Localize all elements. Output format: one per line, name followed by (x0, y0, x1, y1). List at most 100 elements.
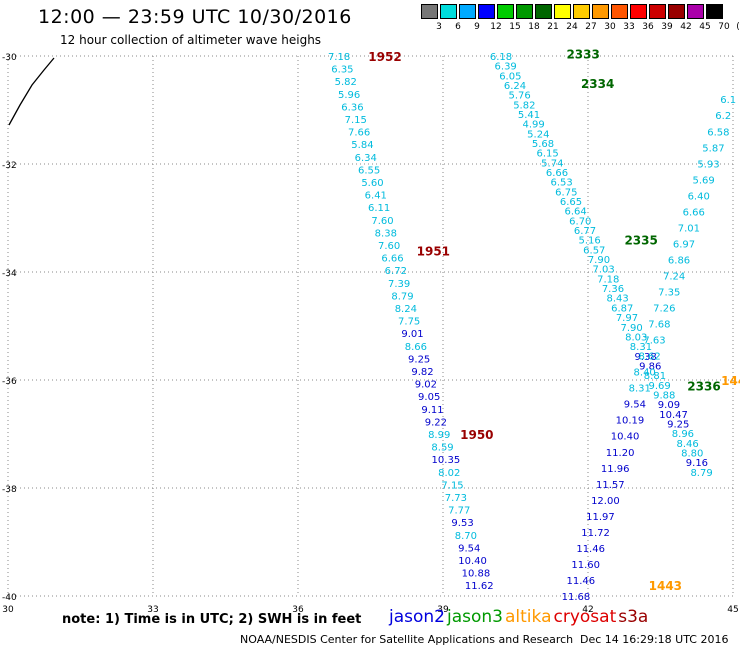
legend-swatch (459, 4, 476, 19)
wave-height-value: 7.75 (398, 317, 420, 328)
pass-labels: 195219511950233323342335233614431443 (368, 47, 740, 593)
wave-height-value: 8.62 (638, 352, 660, 363)
wave-height-value: 6.39 (495, 62, 517, 73)
wave-height-value: 7.97 (616, 313, 638, 324)
legend-swatch (649, 4, 666, 19)
wave-height-value: 11.97 (586, 512, 615, 523)
wave-height-value: 9.01 (401, 329, 423, 340)
legend-label: 24 (566, 22, 578, 32)
wave-height-value: 12.00 (591, 496, 620, 507)
wave-height-value: 9.54 (458, 543, 480, 554)
wave-height-value: 11.57 (596, 480, 625, 491)
y-tick-label: -30 (2, 53, 17, 63)
wave-height-value: 6.24 (504, 81, 526, 92)
wave-height-value: 6.34 (355, 153, 377, 164)
pass-number-label: 1443 (649, 579, 682, 593)
wave-height-value: 6.36 (341, 102, 363, 113)
wave-height-value: 6.58 (707, 127, 729, 138)
wave-height-value: 5.84 (351, 140, 373, 151)
wave-height-value: 8.03 (625, 332, 647, 343)
wave-height-value: 8.31 (630, 342, 652, 353)
legend-swatch (554, 4, 571, 19)
satellite-legend-item: jason3 (447, 607, 503, 627)
y-tick-label: -38 (2, 485, 17, 495)
satellite-legend-item: cryosat (553, 607, 617, 627)
legend-label: 27 (585, 22, 597, 32)
y-tick-label: -32 (2, 161, 17, 171)
wave-height-value: 11.60 (571, 560, 600, 571)
wave-height-value: 11.62 (465, 581, 494, 592)
legend-label: 6 (455, 22, 461, 32)
wave-height-value: 6.66 (381, 254, 403, 265)
wave-height-value: 5.24 (527, 129, 549, 140)
credit-line: NOAA/NESDIS Center for Satellite Applica… (240, 633, 574, 646)
wave-height-value: 7.26 (653, 304, 675, 315)
wave-height-value: 6.77 (574, 226, 596, 237)
wave-height-value: 6.72 (385, 266, 407, 277)
wave-height-value: 8.99 (428, 430, 450, 441)
wave-height-value: 10.40 (611, 432, 640, 443)
wave-height-value: 8.66 (405, 342, 427, 353)
wave-height-value: 8.43 (606, 294, 628, 305)
wave-height-value: 5.60 (361, 178, 383, 189)
wave-height-value: 5.93 (697, 159, 719, 170)
coastline-trace (8, 57, 55, 126)
wave-height-value: 7.35 (658, 288, 680, 299)
wave-height-value: 9.25 (667, 419, 689, 430)
wave-height-value: 5.41 (518, 110, 540, 121)
wave-height-value: 9.82 (411, 367, 433, 378)
legend-label: 18 (528, 22, 540, 32)
footnote: note: 1) Time is in UTC; 2) SWH is in fe… (62, 612, 362, 627)
grid (7, 55, 734, 597)
wave-height-value: 11.72 (581, 528, 610, 539)
wave-height-value: 6.64 (565, 207, 587, 218)
wave-height-value: 6.41 (365, 191, 387, 202)
x-tick-label: 39 (437, 605, 449, 615)
satellite-legend-item: s3a (618, 607, 649, 627)
wave-height-value: 8.31 (629, 384, 651, 395)
wave-height-value: 10.88 (462, 569, 491, 580)
wave-height-value: 7.15 (345, 115, 367, 126)
satellite-legend-item: jason2 (389, 607, 445, 627)
legend-label: 30 (604, 22, 616, 32)
wave-height-value: 6.40 (688, 191, 710, 202)
wave-height-value: 6.55 (358, 165, 380, 176)
legend-label: 12 (490, 22, 502, 32)
wave-height-value: 7.03 (592, 265, 614, 276)
wave-height-value: 7.60 (378, 241, 400, 252)
wave-height-value: 7.24 (663, 271, 685, 282)
y-tick-label: -34 (2, 269, 17, 279)
coastline-path (8, 57, 55, 126)
y-tick-label: -36 (2, 377, 17, 387)
wave-height-value: 9.02 (415, 380, 437, 391)
pass-number-label: 2333 (566, 47, 599, 61)
x-tick-label: 42 (582, 605, 593, 615)
wave-height-value: 6.18 (490, 52, 512, 63)
legend-swatch (573, 4, 590, 19)
legend-swatch (516, 4, 533, 19)
chart-subtitle: 12 hour collection of altimeter wave hei… (60, 33, 322, 47)
legend-swatch (687, 4, 704, 19)
wave-height-value: 7.36 (602, 284, 624, 295)
wave-height-value: 9.05 (418, 392, 440, 403)
wave-height-value: 9.22 (425, 417, 447, 428)
generation-timestamp: Dec 14 16:29:18 UTC 2016 (580, 633, 729, 646)
data-marks: 7.186.355.825.966.367.157.665.846.346.55… (328, 52, 736, 603)
wave-height-value: 6.66 (546, 168, 568, 179)
wave-height-value: 5.68 (532, 139, 554, 150)
wave-height-value: 11.46 (567, 576, 596, 587)
legend-label: 39 (661, 22, 673, 32)
wave-height-value: 9.25 (408, 354, 430, 365)
wave-height-value: 6.97 (673, 239, 695, 250)
wave-height-value: 6.11 (368, 203, 390, 214)
wave-height-value: 7.68 (648, 320, 670, 331)
wave-height-value: 8.46 (676, 439, 698, 450)
wave-height-value: 8.80 (681, 448, 703, 459)
legend-label: 9 (474, 22, 480, 32)
legend-swatch (497, 4, 514, 19)
wave-height-value: 11.68 (562, 592, 591, 603)
wave-height-value: 5.87 (702, 143, 724, 154)
wave-height-value: 6.87 (611, 303, 633, 314)
wave-height-value: 7.15 (441, 480, 463, 491)
wave-height-value: 9.11 (421, 405, 443, 416)
